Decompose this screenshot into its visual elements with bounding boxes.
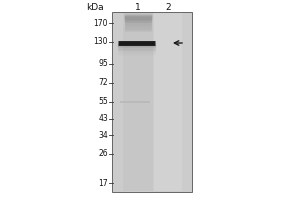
Bar <box>154 13 182 191</box>
Text: 34: 34 <box>98 131 108 140</box>
Text: 72: 72 <box>98 78 108 87</box>
Text: 43: 43 <box>98 114 108 123</box>
Text: 1: 1 <box>135 3 141 12</box>
Bar <box>112 12 192 192</box>
Text: 130: 130 <box>94 37 108 46</box>
Text: kDa: kDa <box>86 3 104 12</box>
Text: 17: 17 <box>98 179 108 188</box>
Text: 26: 26 <box>98 149 108 158</box>
Bar <box>123 13 153 191</box>
Text: 95: 95 <box>98 59 108 68</box>
Text: 2: 2 <box>165 3 171 12</box>
Text: 55: 55 <box>98 97 108 106</box>
Text: 170: 170 <box>94 19 108 28</box>
